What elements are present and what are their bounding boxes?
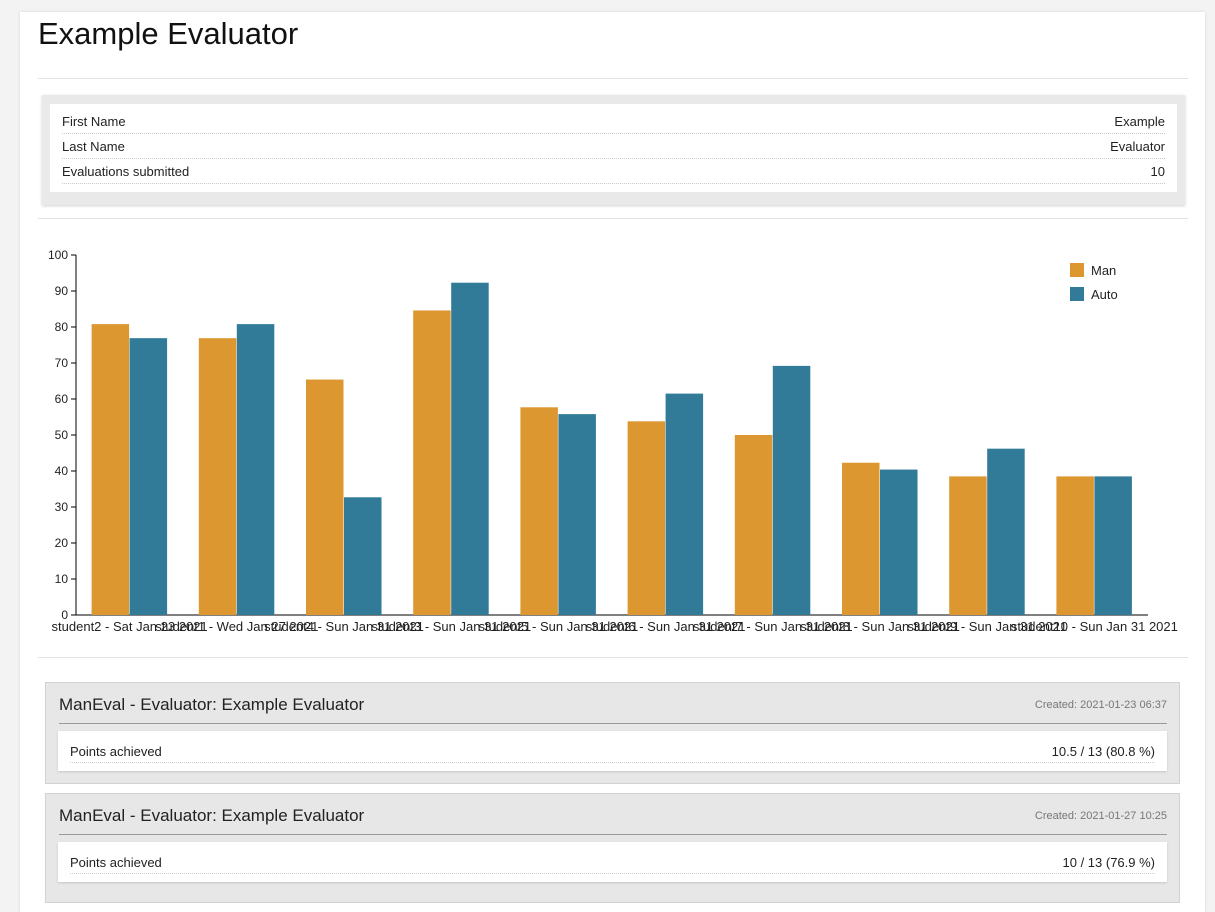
- bar-auto: [772, 365, 811, 615]
- bar-man: [949, 476, 987, 615]
- bar-man: [842, 462, 880, 615]
- y-tick-label: 10: [55, 572, 69, 586]
- divider: [38, 657, 1188, 658]
- evaluation-body: Points achieved 10 / 13 (76.9 %): [58, 842, 1167, 882]
- y-tick-label: 20: [55, 536, 69, 550]
- y-tick-label: 40: [55, 464, 69, 478]
- evaluation-card: ManEval - Evaluator: Example Evaluator C…: [45, 793, 1180, 903]
- divider: [38, 218, 1188, 219]
- bar-man: [413, 310, 451, 615]
- x-tick-label: student8 - Sun Jan 31 2021: [800, 619, 960, 634]
- bar-man: [198, 338, 237, 615]
- evaluation-body: Points achieved 10.5 / 13 (80.8 %): [58, 731, 1167, 771]
- info-label: Last Name: [62, 138, 125, 154]
- bar-auto: [451, 282, 489, 615]
- x-tick-label: student5 - Sun Jan 31 2021: [479, 619, 639, 634]
- info-label: First Name: [62, 113, 126, 129]
- bar-auto: [1094, 476, 1132, 615]
- info-row-last-name: Last Name Evaluator: [62, 134, 1165, 159]
- info-row-evaluations-submitted: Evaluations submitted 10: [62, 159, 1165, 184]
- x-tick-label: student6 - Sun Jan 31 2021: [586, 619, 746, 634]
- y-tick-label: 70: [55, 356, 69, 370]
- evaluation-title: ManEval - Evaluator: Example Evaluator: [59, 806, 365, 825]
- bar-auto: [665, 393, 704, 615]
- bar-auto: [129, 338, 168, 615]
- score-bar-chart: 0 10 20 30 40 50 60 70 80 90 100 student2 - Sat Jan…: [38, 240, 1188, 645]
- bar-man: [520, 407, 558, 615]
- evaluation-header: ManEval - Evaluator: Example Evaluator C…: [59, 794, 1167, 835]
- bar-auto: [880, 469, 918, 615]
- points-label: Points achieved: [70, 854, 162, 870]
- y-tick-label: 50: [55, 428, 69, 442]
- y-tick-label: 90: [55, 284, 69, 298]
- legend-swatch-auto: [1070, 287, 1084, 301]
- info-row-first-name: First Name Example: [62, 109, 1165, 134]
- y-tick-label: 30: [55, 500, 69, 514]
- x-tick-label: student7 - Sun Jan 31 2021: [693, 619, 853, 634]
- x-tick-label: student4 - Sun Jan 31 2021: [264, 619, 424, 634]
- bar-chart-svg: 0 10 20 30 40 50 60 70 80 90 100 student2 - Sat Jan…: [48, 248, 1178, 634]
- evaluator-info-table: First Name Example Last Name Evaluator E…: [50, 104, 1177, 192]
- bar-man: [1056, 476, 1094, 615]
- evaluation-created-date: Created: 2021-01-23 06:37: [1034, 699, 1167, 711]
- y-tick-label: 60: [55, 392, 69, 406]
- evaluator-info-panel: First Name Example Last Name Evaluator E…: [42, 95, 1185, 205]
- info-value: Evaluator: [1110, 138, 1165, 154]
- x-tick-label: student1 - Wed Jan 27 2021: [155, 619, 318, 634]
- evaluation-created-date: Created: 2021-01-27 10:25: [1034, 810, 1167, 822]
- y-tick-label: 100: [48, 248, 68, 262]
- info-label: Evaluations submitted: [62, 163, 190, 179]
- info-value: Example: [1114, 113, 1165, 129]
- points-label: Points achieved: [70, 743, 162, 759]
- bar-auto: [987, 448, 1025, 615]
- evaluation-header: ManEval - Evaluator: Example Evaluator C…: [59, 683, 1167, 724]
- bar-auto: [558, 414, 596, 615]
- points-value: 10.5 / 13 (80.8 %): [1051, 743, 1155, 759]
- evaluation-card: ManEval - Evaluator: Example Evaluator C…: [45, 682, 1180, 784]
- page-title: Example Evaluator: [38, 16, 299, 51]
- bar-man: [734, 435, 773, 615]
- x-tick-label: student9 - Sun Jan 31 2021: [907, 619, 1067, 634]
- points-row: Points achieved 10.5 / 13 (80.8 %): [70, 740, 1155, 763]
- legend-label: Man: [1091, 263, 1116, 278]
- points-row: Points achieved 10 / 13 (76.9 %): [70, 851, 1155, 874]
- info-value: 10: [1150, 163, 1165, 179]
- evaluation-title: ManEval - Evaluator: Example Evaluator: [59, 695, 365, 714]
- y-tick-label: 80: [55, 320, 69, 334]
- bar-man: [627, 421, 666, 615]
- bar-auto: [344, 497, 382, 615]
- points-value: 10 / 13 (76.9 %): [1062, 854, 1156, 870]
- y-tick-label: 0: [61, 608, 68, 622]
- x-tick-label: student10 - Sun Jan 31 2021: [1011, 619, 1178, 634]
- bar-auto: [236, 324, 275, 615]
- legend-label: Auto: [1091, 287, 1118, 302]
- legend-swatch-man: [1070, 263, 1084, 277]
- bar-man: [306, 379, 344, 615]
- x-tick-label: student2 - Sat Jan 23 2021: [52, 619, 208, 634]
- divider: [38, 78, 1188, 79]
- bar-man: [91, 324, 130, 615]
- x-tick-label: student3 - Sun Jan 31 2021: [371, 619, 531, 634]
